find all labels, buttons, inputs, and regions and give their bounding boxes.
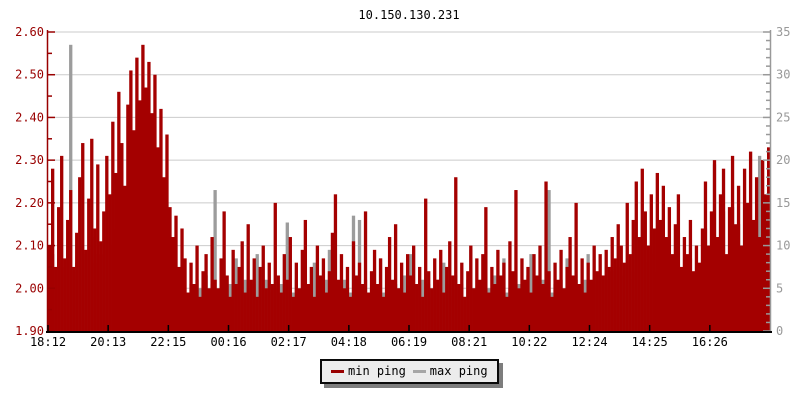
svg-text:20: 20 xyxy=(776,153,790,167)
svg-text:00:16: 00:16 xyxy=(210,335,246,349)
svg-text:02:17: 02:17 xyxy=(271,335,307,349)
svg-text:08:21: 08:21 xyxy=(451,335,487,349)
svg-text:25: 25 xyxy=(776,110,790,124)
svg-text:10:22: 10:22 xyxy=(511,335,547,349)
legend: min ping max ping xyxy=(320,359,499,384)
svg-text:35: 35 xyxy=(776,25,790,39)
svg-text:16:26: 16:26 xyxy=(692,335,728,349)
svg-text:2.20: 2.20 xyxy=(15,196,44,210)
svg-text:18:12: 18:12 xyxy=(30,335,66,349)
svg-text:5: 5 xyxy=(776,281,783,295)
max-ping-swatch-icon xyxy=(412,369,426,373)
svg-text:2.50: 2.50 xyxy=(15,68,44,82)
svg-text:0: 0 xyxy=(776,324,783,338)
svg-text:2.00: 2.00 xyxy=(15,281,44,295)
svg-text:30: 30 xyxy=(776,68,790,82)
svg-text:2.40: 2.40 xyxy=(15,110,44,124)
svg-text:20:13: 20:13 xyxy=(90,335,126,349)
svg-text:2.10: 2.10 xyxy=(15,239,44,253)
svg-text:14:25: 14:25 xyxy=(632,335,668,349)
chart-title: 10.150.130.231 xyxy=(358,8,460,22)
min-ping-swatch-icon xyxy=(331,369,344,373)
svg-text:12:24: 12:24 xyxy=(571,335,607,349)
svg-text:22:15: 22:15 xyxy=(150,335,186,349)
legend-label-max-ping: max ping xyxy=(429,364,488,378)
svg-text:10: 10 xyxy=(776,239,790,253)
svg-text:15: 15 xyxy=(776,196,790,210)
svg-text:2.60: 2.60 xyxy=(15,25,44,39)
svg-text:2.30: 2.30 xyxy=(15,153,44,167)
legend-item-min-ping: min ping xyxy=(331,364,406,378)
legend-label-min-ping: min ping xyxy=(348,364,406,378)
svg-text:06:19: 06:19 xyxy=(391,335,427,349)
svg-text:1.90: 1.90 xyxy=(15,324,44,338)
legend-item-max-ping: max ping xyxy=(412,364,488,378)
svg-text:04:18: 04:18 xyxy=(331,335,367,349)
